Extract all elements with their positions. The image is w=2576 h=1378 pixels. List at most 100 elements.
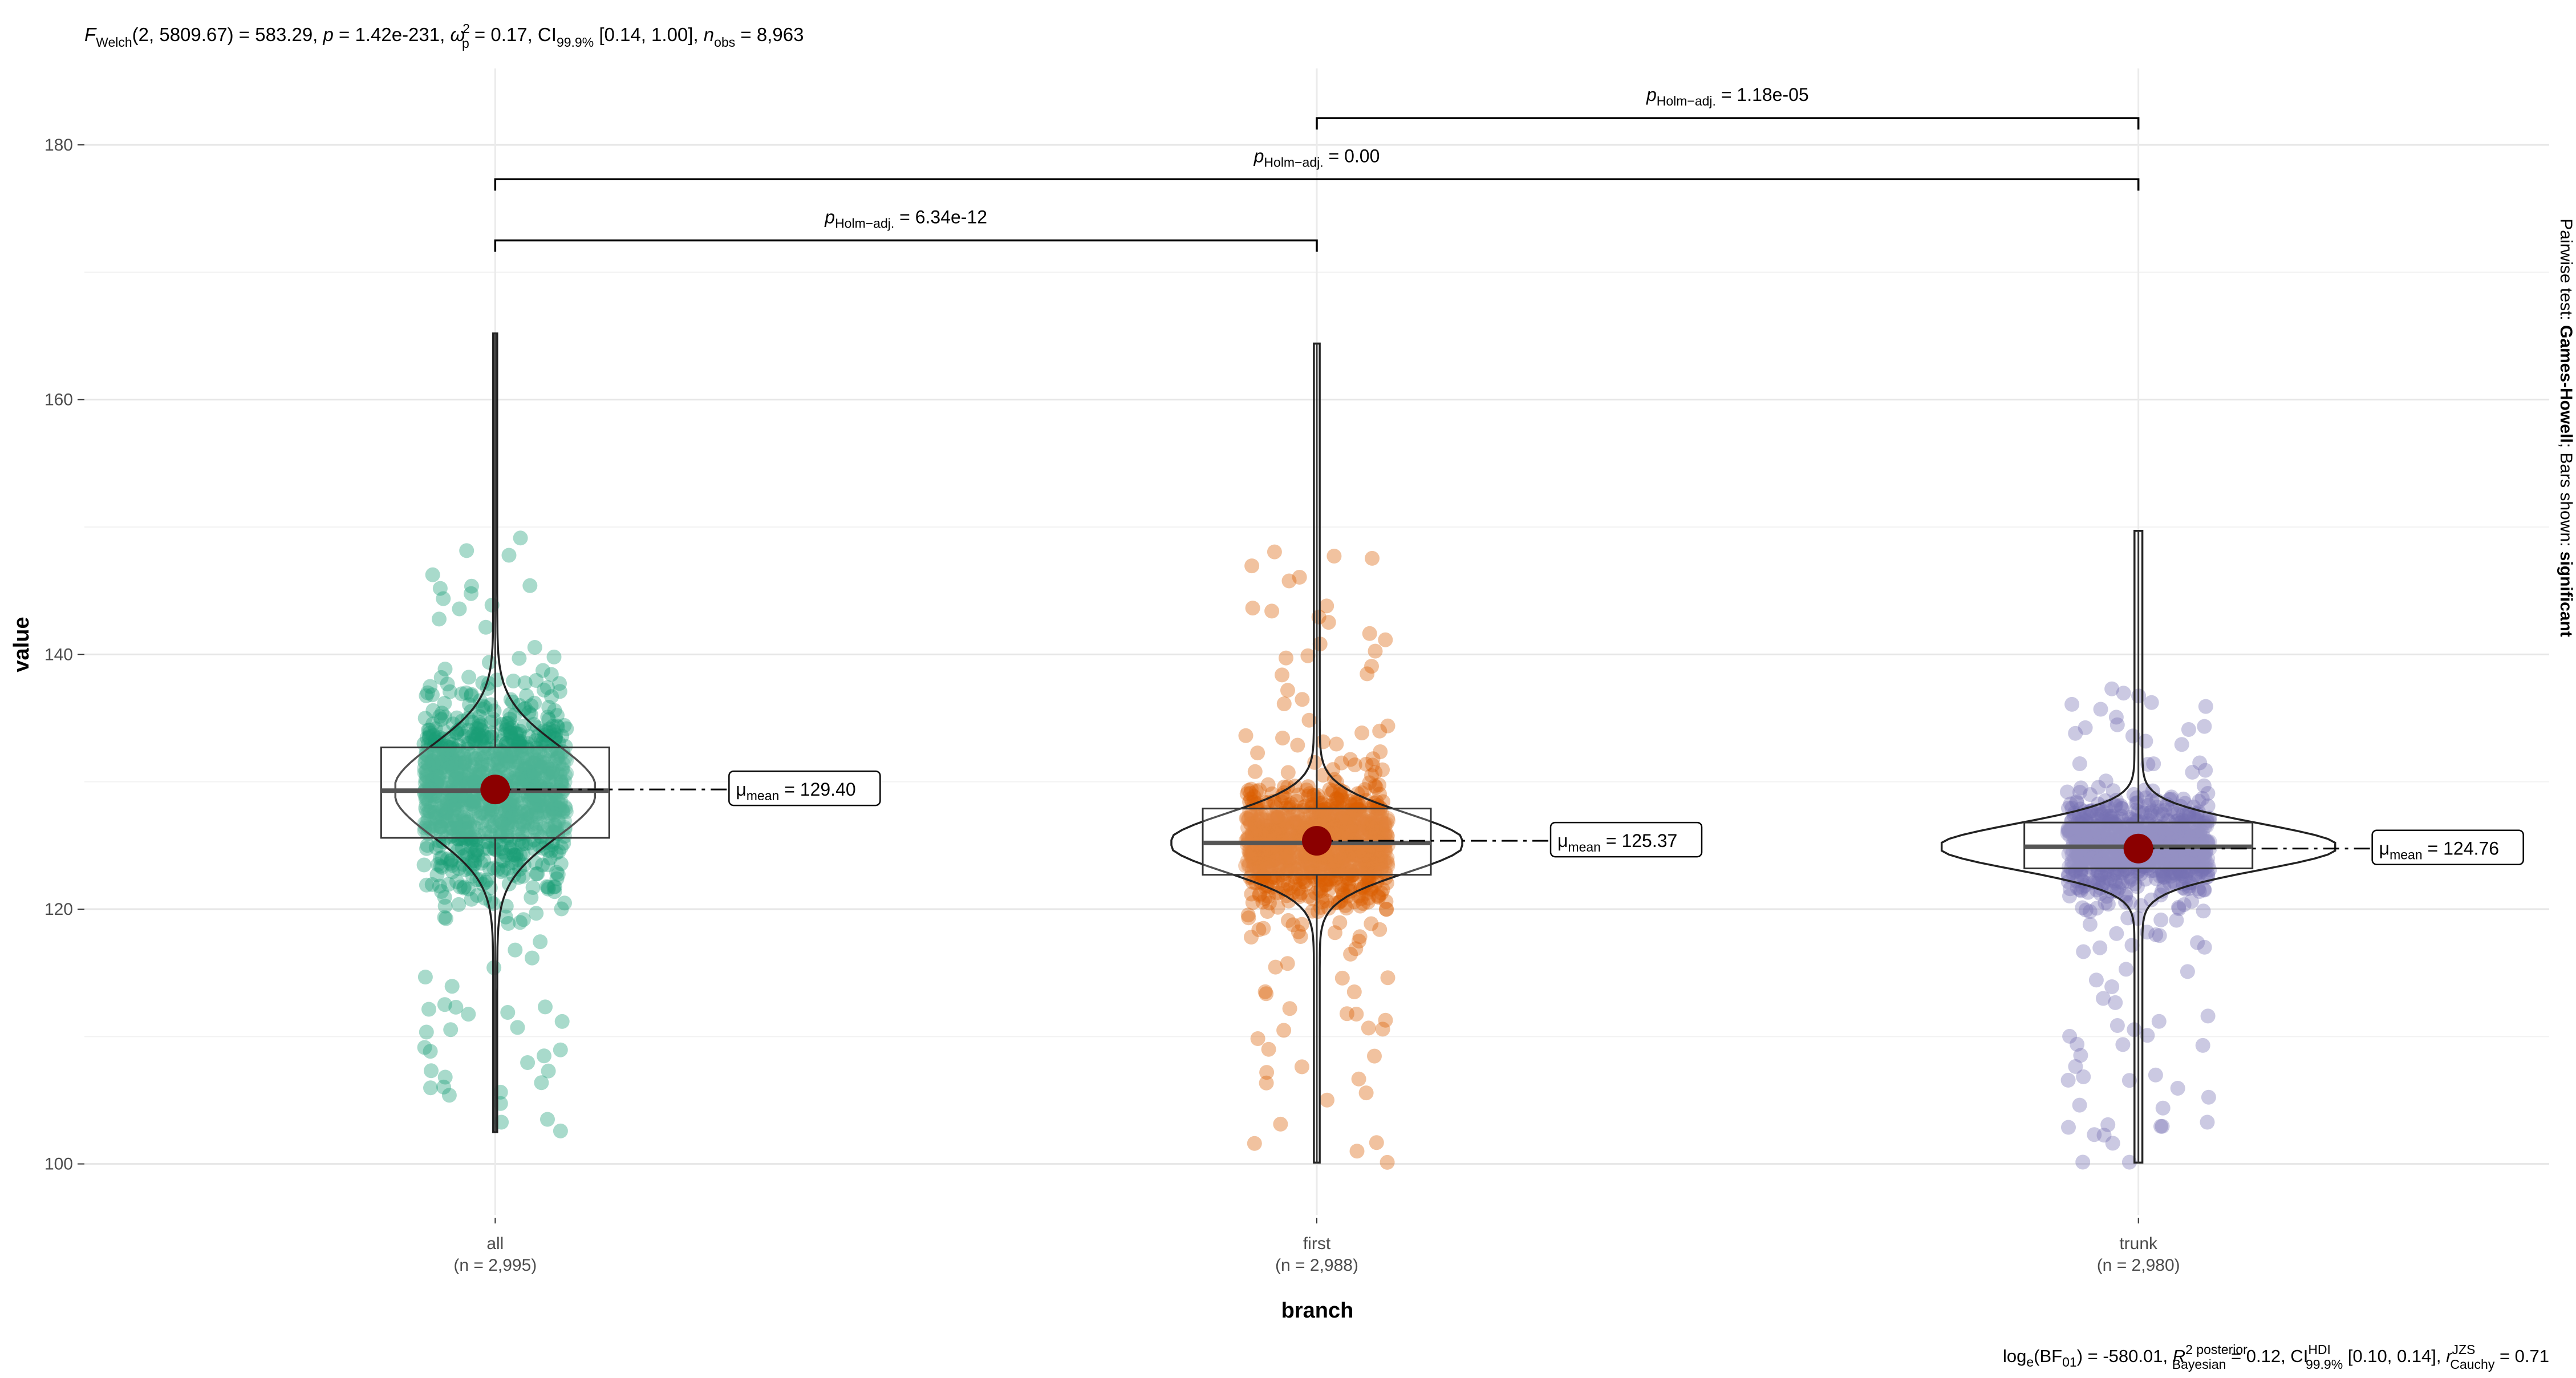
data-point [449, 727, 465, 742]
data-point [550, 751, 565, 766]
data-point [541, 881, 556, 897]
data-point [460, 846, 475, 862]
data-point [466, 732, 481, 748]
data-point [1338, 843, 1353, 858]
data-point [1273, 1116, 1288, 1132]
data-point [1276, 1023, 1292, 1038]
data-point [468, 804, 483, 819]
data-point [1378, 826, 1394, 841]
data-point [1365, 821, 1380, 837]
data-point [1343, 946, 1358, 962]
data-point [547, 703, 562, 718]
data-point [500, 817, 515, 833]
data-point [536, 770, 551, 785]
data-point [2181, 809, 2197, 825]
data-point [558, 804, 574, 820]
data-point [444, 791, 460, 806]
data-point [1362, 812, 1378, 828]
mean-label: μmean = 129.40 [736, 779, 855, 803]
data-point [498, 909, 513, 925]
data-point [425, 773, 440, 788]
data-point [1352, 849, 1367, 864]
data-point [1287, 779, 1303, 794]
data-point [1341, 854, 1356, 870]
data-point [435, 792, 450, 807]
data-point [1379, 902, 1394, 917]
data-point [449, 764, 464, 779]
data-point [464, 854, 480, 869]
data-point [1357, 846, 1373, 861]
data-point [2164, 829, 2180, 845]
data-point [421, 749, 436, 764]
data-point [1349, 828, 1364, 844]
data-point [432, 799, 448, 814]
data-point [417, 755, 433, 771]
data-point [547, 818, 563, 833]
data-point [2180, 829, 2196, 845]
data-point [1338, 898, 1353, 913]
data-point [1243, 809, 1259, 824]
data-point [2163, 859, 2179, 874]
data-point [2200, 851, 2216, 866]
data-point [1253, 844, 1268, 859]
data-point [2062, 824, 2077, 838]
data-point [1256, 869, 1271, 884]
data-point [2152, 803, 2168, 818]
data-point [1295, 851, 1310, 866]
data-point [2078, 850, 2093, 866]
data-point [1252, 861, 1267, 877]
data-point [1246, 822, 1261, 837]
data-point [1267, 820, 1283, 836]
data-point [506, 848, 522, 863]
data-point [2071, 824, 2086, 839]
data-point [528, 771, 543, 786]
data-point [1351, 802, 1366, 817]
data-point [2141, 858, 2156, 874]
data-point [433, 818, 448, 834]
data-point [539, 737, 554, 753]
data-point [2192, 826, 2208, 841]
data-point [2074, 825, 2089, 840]
data-point [502, 801, 518, 816]
data-point [2080, 816, 2096, 832]
data-point [2144, 892, 2159, 907]
data-point [2160, 813, 2176, 828]
data-point [1333, 789, 1349, 804]
data-point [499, 719, 514, 734]
data-point [2156, 833, 2171, 848]
data-point [451, 897, 466, 912]
data-point [1334, 808, 1349, 823]
data-point [416, 857, 432, 873]
data-point [464, 578, 479, 594]
data-point [428, 721, 443, 736]
data-point [433, 850, 448, 866]
y-axis-title: value [10, 617, 34, 672]
data-point [2190, 853, 2205, 869]
data-point [512, 698, 527, 713]
data-point [540, 857, 555, 873]
data-point [545, 824, 560, 839]
mean-label-box [1549, 821, 1703, 858]
data-point [465, 772, 481, 787]
data-point [1354, 842, 1369, 858]
data-point [2080, 829, 2095, 844]
data-point [528, 747, 543, 762]
data-point [1290, 737, 1305, 753]
data-point [1348, 795, 1362, 810]
data-point [506, 762, 521, 777]
data-point [1272, 861, 1287, 877]
data-point [2072, 756, 2087, 771]
data-point [503, 725, 518, 740]
data-point [553, 747, 568, 763]
data-point [2072, 829, 2087, 844]
data-point [1372, 787, 1387, 802]
data-point [2185, 825, 2201, 840]
data-point [1309, 810, 1324, 826]
data-point [442, 793, 457, 808]
data-point [2069, 795, 2084, 810]
data-point [1367, 865, 1382, 880]
data-point [417, 754, 433, 769]
data-point [432, 766, 447, 781]
data-point [2169, 856, 2185, 871]
data-point [2153, 826, 2168, 842]
